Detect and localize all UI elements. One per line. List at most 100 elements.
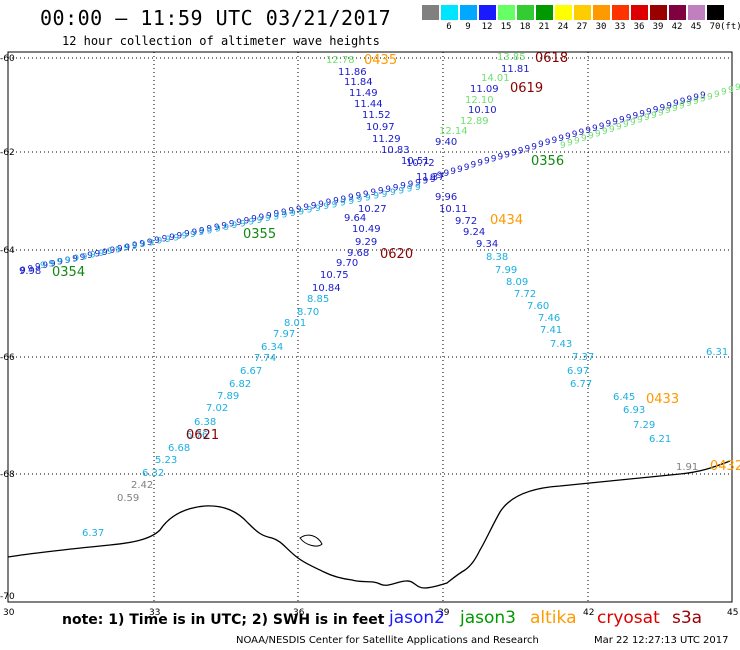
track-mark-jason2: 9 xyxy=(315,204,321,214)
track-mark-jason2: 9 xyxy=(248,218,254,228)
map-border xyxy=(7,51,733,603)
track-mark-jason3: 9 xyxy=(623,120,629,130)
track-mark-jason2: 9 xyxy=(415,178,421,188)
track-mark-jason2: 9 xyxy=(318,200,324,210)
track-mark-jason3: 9 xyxy=(595,129,601,139)
track-mark-jason2: 9 xyxy=(73,254,79,264)
scale-swatch xyxy=(574,5,591,20)
track-mark-jason2: 9 xyxy=(162,235,168,245)
track-mark-jason2: 9 xyxy=(57,258,63,268)
scale-swatch xyxy=(498,5,515,20)
lon-label: 30 xyxy=(3,608,15,618)
track-mark-jason2: 9 xyxy=(198,228,204,238)
track-mark-jason2: 9 xyxy=(531,142,537,152)
pass-time-label: 0355 xyxy=(243,227,276,242)
track-mark-jason3: 9 xyxy=(693,97,699,107)
lon-label: 33 xyxy=(149,608,160,618)
track-mark-jason2: 9 xyxy=(323,202,329,212)
swh-value: 10.49 xyxy=(352,224,381,235)
lat-label: -70 xyxy=(0,592,15,602)
swh-value: 11.49 xyxy=(349,88,378,99)
track-mark-jason2: 9 xyxy=(373,192,379,202)
track-mark-jason2: 9 xyxy=(184,230,190,240)
track-mark-jason2: 9 xyxy=(363,190,369,200)
track-mark-jason2: 9 xyxy=(579,128,585,138)
scale-swatch xyxy=(707,5,724,20)
track-mark-jason2: 9 xyxy=(311,201,317,211)
track-mark-jason2: 9 xyxy=(408,180,414,190)
track-mark-jason2: 9 xyxy=(355,192,361,202)
track-mark-jason2: 9 xyxy=(326,198,332,208)
track-mark-jason3: 9 xyxy=(721,88,727,98)
swh-value: 6.32 xyxy=(142,468,164,479)
track-mark-jason2: 9 xyxy=(565,132,571,142)
swh-value: 6.34 xyxy=(261,342,283,353)
track-mark-jason3: 9 xyxy=(644,113,650,123)
track-mark-jason2: 9 xyxy=(48,259,54,269)
track-mark-jason2: 9 xyxy=(365,193,371,203)
swh-value: 10.83 xyxy=(381,145,410,156)
footer-note: note: 1) Time is in UTC; 2) SWH is in fe… xyxy=(62,612,385,628)
track-mark-jason2: 9 xyxy=(132,242,138,252)
track-mark-jason3: 9 xyxy=(707,92,713,102)
track-mark-jason2: 9 xyxy=(592,124,598,134)
pass-time-label: 0356 xyxy=(531,154,564,169)
swh-value: 8.09 xyxy=(506,277,528,288)
track-mark-jason3: 9 xyxy=(672,104,678,114)
scale-swatch xyxy=(593,5,610,20)
track-mark-jason2: 9 xyxy=(265,214,271,224)
track-mark-jason2: 9 xyxy=(333,197,339,207)
scale-swatch xyxy=(460,5,477,20)
swh-value: 9.34 xyxy=(476,239,498,250)
swh-value: 6.67 xyxy=(240,366,262,377)
lon-label: 42 xyxy=(583,608,594,618)
swh-value: 6.21 xyxy=(649,434,671,445)
track-mark-jason2: 9 xyxy=(390,188,396,198)
scale-label: 27 xyxy=(576,22,588,32)
track-mark-jason2: 9 xyxy=(65,256,71,266)
swh-value: 11.81 xyxy=(501,64,530,75)
swh-value: 6.68 xyxy=(168,443,190,454)
track-mark-jason3: 9 xyxy=(665,106,671,116)
track-mark-jason2: 9 xyxy=(148,238,154,248)
lat-label: -60 xyxy=(0,54,15,64)
track-mark-jason2: 9 xyxy=(288,206,294,216)
pass-time-label: 0619 xyxy=(510,81,543,96)
track-mark-jason2: 9 xyxy=(154,236,160,246)
track-mark-jason2: 9 xyxy=(477,159,483,169)
scale-swatch xyxy=(536,5,553,20)
track-mark-jason2: 9 xyxy=(214,223,220,233)
swh-value: 8.01 xyxy=(284,318,306,329)
track-mark-jason2: 9 xyxy=(169,233,175,243)
track-mark-jason2: 9 xyxy=(700,91,706,101)
track-mark-jason2: 9 xyxy=(606,120,612,130)
track-mark-jason2: 9 xyxy=(124,243,130,253)
track-mark-jason2: 9 xyxy=(229,220,235,230)
pass-time-label: 0354 xyxy=(52,265,85,280)
track-mark-jason2: 9 xyxy=(639,109,645,119)
pass-time-label: 0618 xyxy=(535,51,568,66)
track-mark-jason2: 9 xyxy=(115,245,121,255)
track-mark-jason2: 9 xyxy=(281,208,287,218)
swh-value: 2.42 xyxy=(131,480,153,491)
swh-value: 11.84 xyxy=(344,77,373,88)
track-mark-jason3: 9 xyxy=(630,118,636,128)
track-mark-jason2: 9 xyxy=(511,148,517,158)
swh-value: 10.84 xyxy=(312,283,341,294)
swh-value: 7.60 xyxy=(527,301,549,312)
swh-value: 6.45 xyxy=(613,392,635,403)
track-mark-jason2: 9 xyxy=(240,219,246,229)
scale-label: 15 xyxy=(500,22,512,32)
track-mark-jason2: 9 xyxy=(398,186,404,196)
swh-value: 1.91 xyxy=(676,462,698,473)
track-mark-jason3: 9 xyxy=(651,111,657,121)
track-mark-jason2: 9 xyxy=(298,207,304,217)
track-mark-jason2: 9 xyxy=(236,218,242,228)
track-mark-jason2: 9 xyxy=(378,187,384,197)
track-mark-jason2: 9 xyxy=(303,203,309,213)
track-mark-jason2: 9 xyxy=(232,221,238,231)
track-mark-jason2: 9 xyxy=(251,215,257,225)
swh-value: 7.02 xyxy=(206,403,228,414)
track-mark-jason2: 9 xyxy=(132,241,138,251)
swh-value: 7.72 xyxy=(514,289,536,300)
